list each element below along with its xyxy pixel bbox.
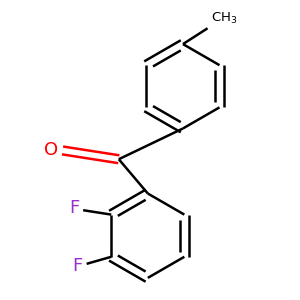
Text: F: F bbox=[73, 257, 83, 275]
Text: F: F bbox=[69, 200, 80, 217]
Text: O: O bbox=[44, 141, 58, 159]
Text: CH$_3$: CH$_3$ bbox=[211, 11, 238, 26]
